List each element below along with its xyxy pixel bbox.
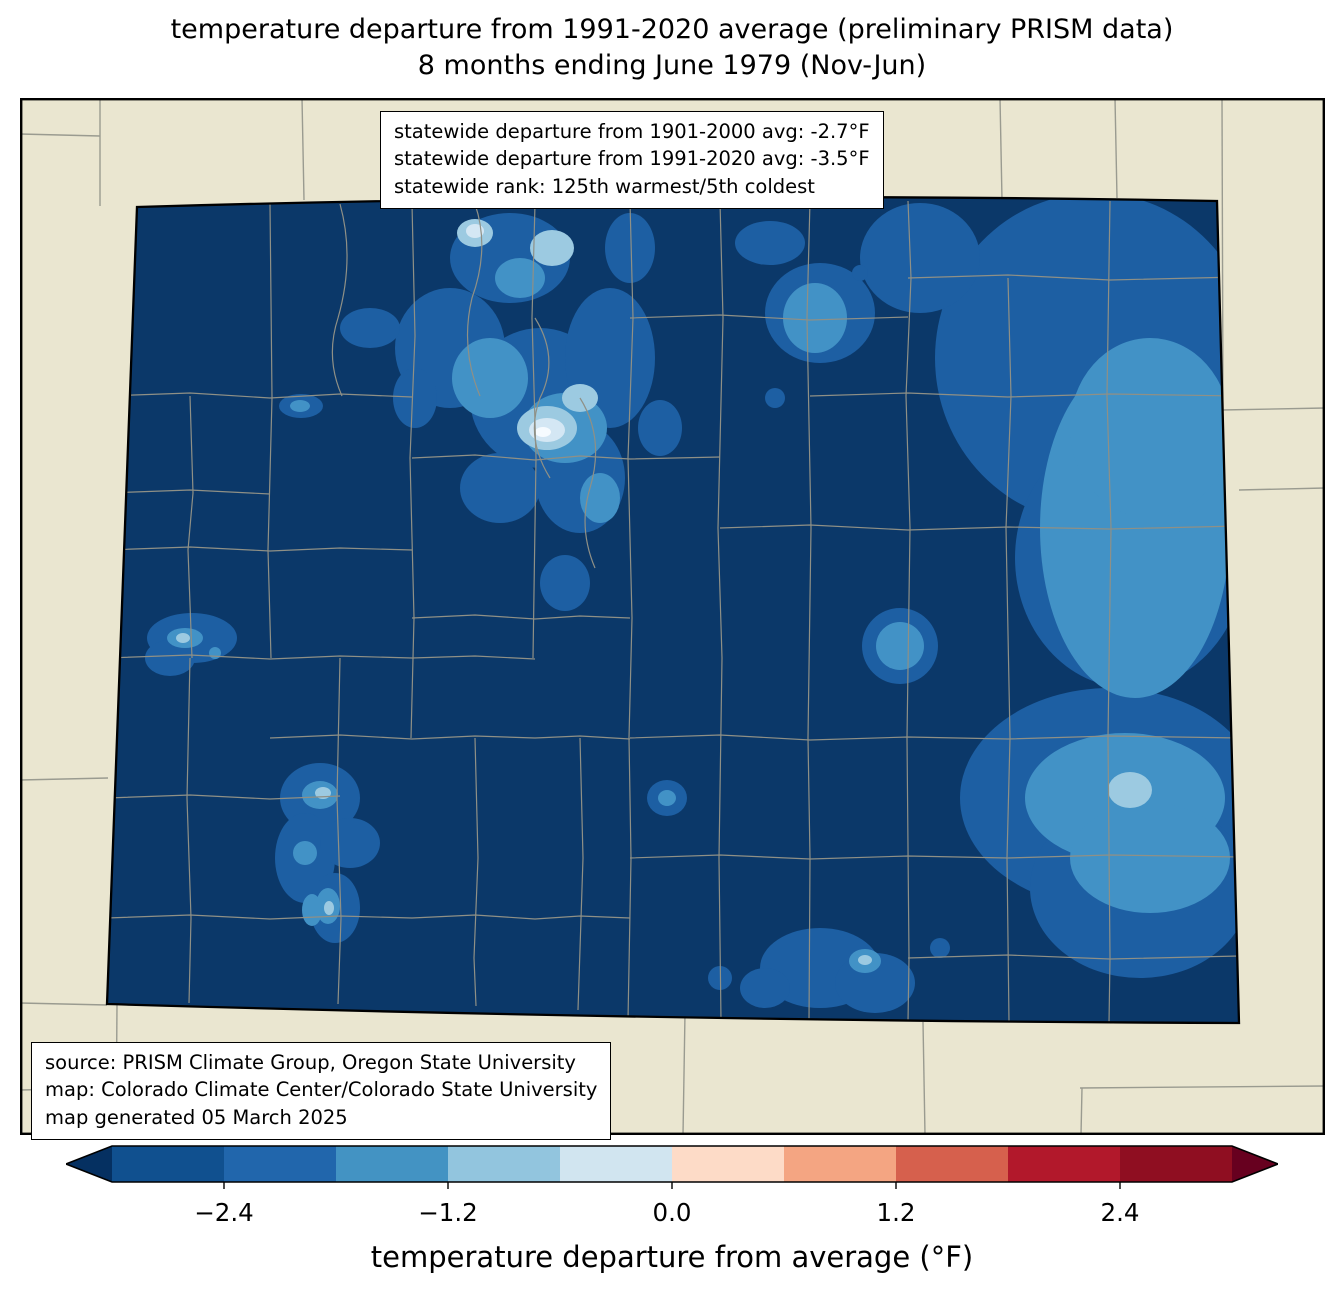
colorbar-tick-label-3: 1.2 <box>876 1198 916 1227</box>
colorbar <box>66 1145 1278 1189</box>
colorbar-axis-label: temperature departure from average (°F) <box>370 1240 974 1274</box>
title-line-2: 8 months ending June 1979 (Nov-Jun) <box>417 49 927 81</box>
colorbar-under-arrow <box>66 1146 112 1182</box>
figure-title: temperature departure from 1991-2020 ave… <box>0 12 1344 83</box>
title-line-1: temperature departure from 1991-2020 ave… <box>170 14 1174 45</box>
colorbar-tickmarks <box>223 1182 1121 1189</box>
colorbar-tick-label-2: 0.0 <box>652 1198 692 1227</box>
colorado-map <box>20 98 1325 1135</box>
map-area: statewide departure from 1901-2000 avg: … <box>20 98 1325 1140</box>
colorbar-tick-label-0: −2.4 <box>194 1198 254 1227</box>
colorbar-tick-label-1: −1.2 <box>418 1198 478 1227</box>
colorbar-tick-label-4: 2.4 <box>1100 1198 1140 1227</box>
source-box: source: PRISM Climate Group, Oregon Stat… <box>31 1042 612 1140</box>
colorbar-outline <box>66 1145 1278 1183</box>
stats-line-3: statewide rank: 125th warmest/5th coldes… <box>394 174 815 198</box>
axes-frame <box>20 98 1325 1135</box>
stats-line-2: statewide departure from 1991-2020 avg: … <box>394 147 870 171</box>
temperature-field <box>145 197 1239 1013</box>
county-boundaries <box>107 200 1239 1023</box>
source-line-2: map: Colorado Climate Center/Colorado St… <box>45 1078 598 1102</box>
colorbar-over-arrow <box>1232 1146 1278 1182</box>
stats-box: statewide departure from 1901-2000 avg: … <box>380 111 884 209</box>
stats-line-1: statewide departure from 1901-2000 avg: … <box>394 120 870 143</box>
source-line-1: source: PRISM Climate Group, Oregon Stat… <box>45 1051 576 1074</box>
colorbar-segments <box>112 1146 1232 1182</box>
source-line-3: map generated 05 March 2025 <box>45 1105 348 1129</box>
